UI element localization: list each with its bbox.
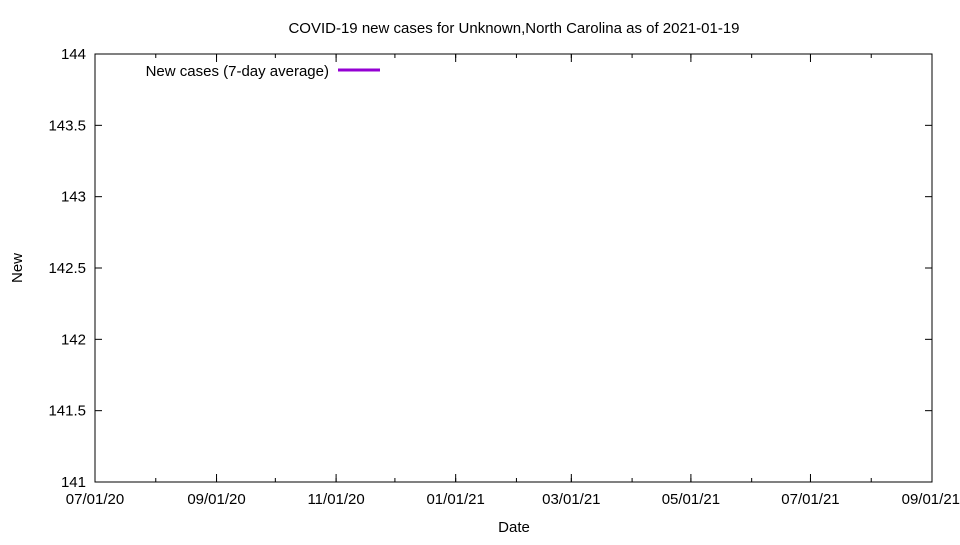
x-axis-ticks: 07/01/20 09/01/20 11/01/20 01/01/21 03/01/21…	[66, 54, 960, 508]
y-tick-label: 143	[61, 189, 86, 206]
x-tick-label: 11/01/20	[307, 491, 364, 508]
legend-label: New cases (7-day average)	[146, 63, 329, 80]
x-tick-label: 07/01/21	[781, 491, 839, 508]
y-tick-label: 142	[61, 331, 86, 348]
x-tick-label: 01/01/21	[426, 491, 484, 508]
y-tick-label: 142.5	[48, 260, 86, 277]
y-tick-label: 143.5	[48, 117, 86, 134]
x-tick-label: 09/01/21	[902, 491, 960, 508]
x-axis-label: Date	[498, 519, 530, 536]
x-tick-label: 09/01/20	[187, 491, 245, 508]
plot-area	[94, 53, 933, 483]
y-tick-label: 141.5	[48, 403, 86, 420]
x-tick-label: 03/01/21	[542, 491, 600, 508]
chart-title: COVID-19 new cases for Unknown,North Car…	[288, 20, 739, 37]
y-axis-ticks: 141 141.5 142 142.5 143 143.5 144	[48, 46, 932, 491]
x-tick-label: 05/01/21	[662, 491, 720, 508]
y-tick-label: 141	[61, 474, 86, 491]
y-axis-label: New	[9, 253, 26, 283]
x-tick-label: 07/01/20	[66, 491, 124, 508]
y-tick-label: 144	[61, 46, 86, 63]
legend: New cases (7-day average)	[146, 63, 380, 80]
